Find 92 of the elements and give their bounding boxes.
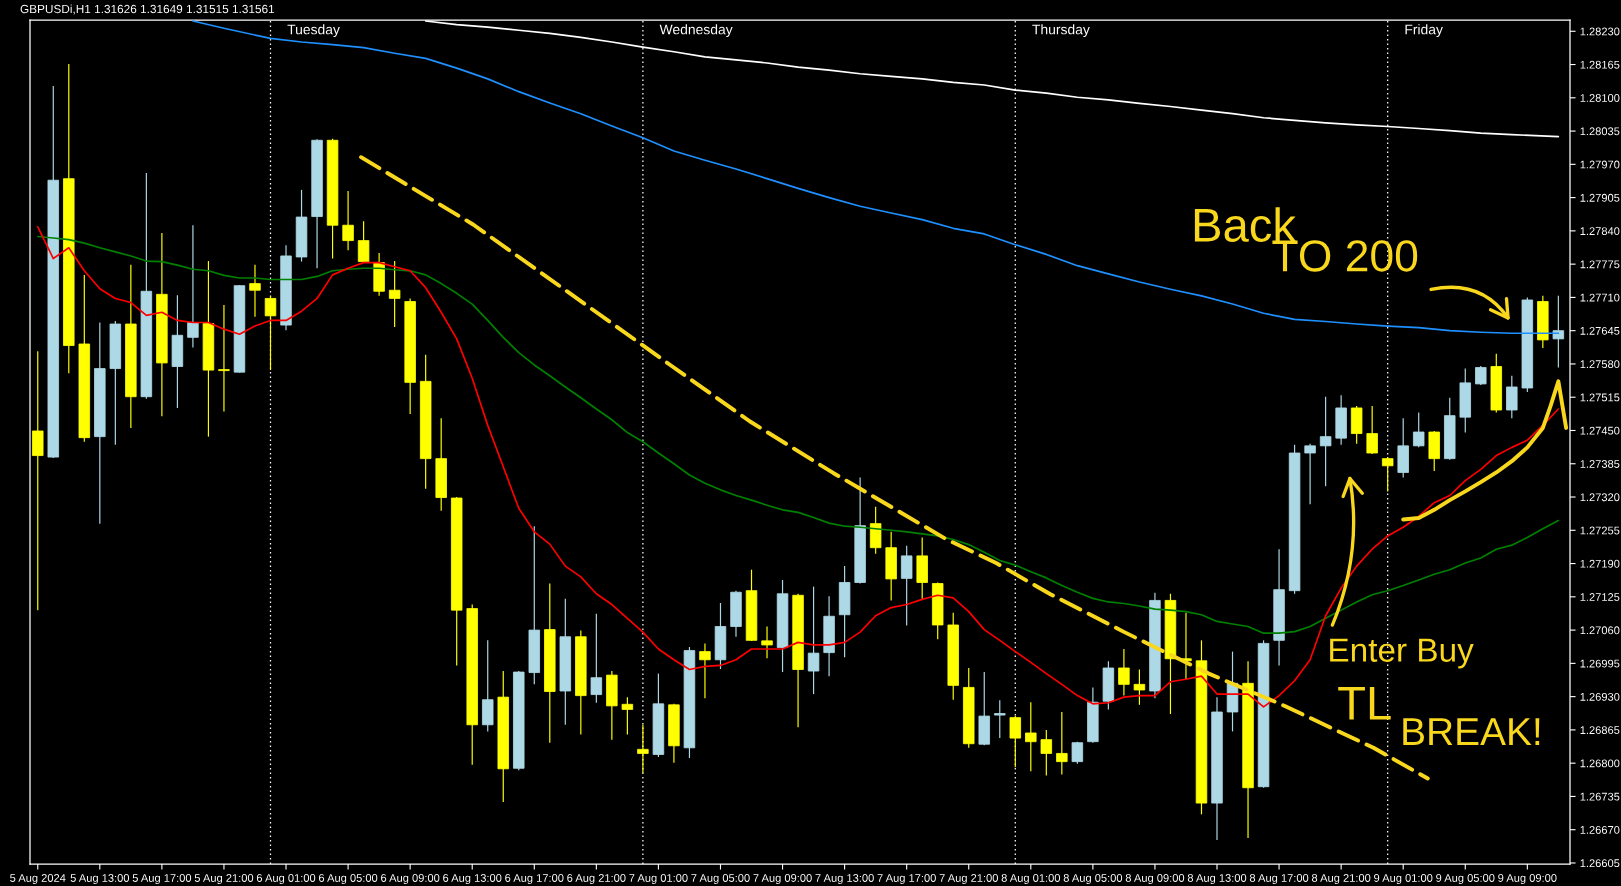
annotation: Back: [1194, 207, 1297, 242]
x-tick-label: 7 Aug 21:00: [939, 874, 998, 885]
y-tick-label: 1.26735: [1580, 792, 1620, 801]
x-tick-label: 7 Aug 01:00: [629, 874, 688, 885]
annotation: TO 200: [1272, 240, 1418, 272]
y-tick-label: 1.26995: [1580, 659, 1620, 668]
x-tick-label: 6 Aug 05:00: [318, 874, 378, 885]
x-tick-label: 6 Aug 13:00: [443, 874, 502, 885]
y-tick-label: 1.28230: [1580, 27, 1620, 36]
y-tick-label: 1.26670: [1580, 825, 1620, 834]
y-tick-label: 1.27970: [1580, 160, 1620, 169]
annotation: Enter Buy: [1330, 638, 1474, 669]
candlestick: [1009, 715, 1022, 768]
candlestick: [218, 304, 230, 413]
candlestick: [357, 220, 370, 264]
x-tick-label: 8 Aug 21:00: [1311, 874, 1371, 885]
line-series: [1401, 379, 1569, 522]
x-tick-label: 8 Aug 09:00: [1125, 874, 1185, 885]
candlestick: [994, 699, 1006, 739]
candlestick: [1412, 411, 1425, 448]
candlestick: [1552, 295, 1565, 369]
x-tick-label: 7 Aug 09:00: [753, 874, 812, 885]
y-tick-label: 1.26865: [1580, 726, 1620, 735]
x-tick-label: 6 Aug 09:00: [381, 874, 440, 885]
annotation: TL: [1338, 686, 1391, 720]
x-tick-label: 9 Aug 05:00: [1436, 874, 1495, 885]
candlestick: [807, 586, 820, 695]
x-tick-label: 5 Aug 13:00: [70, 874, 130, 885]
y-tick-label: 1.27645: [1580, 326, 1620, 335]
y-tick-label: 1.27450: [1580, 426, 1620, 435]
candlestick: [1475, 365, 1487, 386]
y-tick-label: 1.28035: [1580, 127, 1620, 136]
candlestick: [1040, 729, 1053, 777]
x-tick-label: 6 Aug 01:00: [256, 874, 316, 885]
y-tick-label: 1.27320: [1580, 493, 1620, 502]
x-tick-label: 7 Aug 05:00: [691, 874, 750, 885]
ref-line-label: Friday: [1405, 24, 1443, 38]
y-tick-label: 1.28100: [1580, 94, 1620, 102]
y-tick-label: 1.27125: [1580, 593, 1620, 601]
x-tick-label: 7 Aug 13:00: [815, 874, 874, 885]
x-tick-label: 8 Aug 13:00: [1187, 874, 1247, 885]
candlestick: [1366, 405, 1378, 455]
annotation: BREAK!: [1403, 718, 1540, 745]
candlestick: [699, 642, 711, 699]
x-tick-label: 5 Aug 17:00: [132, 874, 192, 885]
candlestick: [1381, 456, 1394, 492]
candlestick: [621, 696, 634, 736]
candlestick: [761, 625, 773, 659]
x-tick-label: 8 Aug 01:00: [1001, 874, 1061, 885]
x-tick-label: 8 Aug 17:00: [1249, 874, 1309, 885]
y-tick-label: 1.27580: [1580, 360, 1620, 369]
candlestick: [187, 224, 199, 349]
y-tick-label: 1.28165: [1580, 60, 1620, 69]
candlestick: [1056, 711, 1068, 776]
y-tick-label: 1.26800: [1580, 759, 1620, 768]
y-tick-label: 1.27060: [1580, 626, 1620, 635]
y-tick-label: 1.27385: [1580, 460, 1620, 468]
candlestick: [900, 545, 913, 627]
candlestick: [1506, 375, 1518, 419]
y-tick-label: 1.27710: [1580, 293, 1620, 302]
ref-line-label: Tuesday: [287, 24, 340, 38]
candlestick: [1025, 701, 1037, 772]
x-tick-label: 6 Aug 21:00: [567, 874, 626, 885]
candlestick: [637, 724, 649, 774]
y-tick-label: 1.27905: [1580, 193, 1620, 202]
candlestick: [1319, 396, 1332, 487]
ref-line-label: Thursday: [1032, 24, 1090, 38]
ref-line-label: Wednesday: [659, 24, 733, 38]
chart-title: GBPUSDi,H1 1.31626 1.31649 1.31515 1.31561: [20, 4, 275, 15]
candlestick: [1133, 668, 1146, 706]
x-tick-label: 5 Aug 2024: [10, 874, 66, 885]
y-tick-label: 1.27775: [1580, 260, 1620, 269]
y-tick-label: 1.27190: [1580, 559, 1620, 568]
candlestick: [1304, 443, 1316, 505]
x-tick-label: 5 Aug 21:00: [194, 874, 254, 885]
x-tick-label: 9 Aug 09:00: [1498, 874, 1557, 885]
x-tick-label: 7 Aug 17:00: [877, 874, 936, 885]
candlestick: [32, 350, 44, 611]
candlestick: [249, 264, 261, 318]
x-tick-label: 8 Aug 05:00: [1063, 874, 1123, 885]
y-tick-label: 1.26605: [1580, 859, 1620, 868]
y-tick-label: 1.26930: [1580, 692, 1620, 701]
y-tick-label: 1.27840: [1580, 227, 1620, 236]
x-tick-label: 6 Aug 17:00: [505, 874, 564, 885]
candlestick: [1118, 648, 1130, 697]
y-tick-label: 1.27255: [1580, 526, 1620, 535]
candlestick: [590, 613, 603, 704]
x-tick-label: 9 Aug 01:00: [1374, 874, 1433, 885]
candlestick: [388, 260, 401, 328]
candlestick: [264, 295, 277, 371]
candlestick: [342, 190, 354, 251]
y-tick-label: 1.27515: [1580, 393, 1620, 402]
